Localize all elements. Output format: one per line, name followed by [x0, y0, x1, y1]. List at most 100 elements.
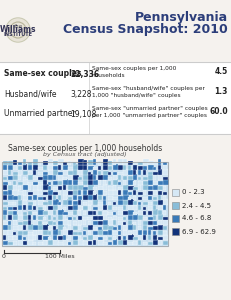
Bar	[83, 187, 88, 190]
Bar	[78, 232, 82, 235]
Bar	[171, 202, 178, 209]
Bar	[157, 220, 161, 225]
Bar	[108, 177, 112, 180]
Bar	[53, 169, 58, 175]
Bar	[23, 212, 27, 215]
Bar	[128, 186, 134, 190]
Bar	[38, 209, 44, 215]
Bar	[43, 206, 46, 210]
Bar	[128, 220, 131, 225]
Bar	[162, 211, 165, 215]
Bar	[53, 222, 56, 225]
Bar	[68, 167, 74, 170]
Bar	[2, 162, 167, 246]
Bar	[162, 217, 167, 220]
Bar	[23, 177, 26, 180]
Bar	[137, 215, 142, 220]
Text: 22,336: 22,336	[70, 70, 99, 79]
Bar	[97, 175, 103, 180]
Bar	[78, 216, 82, 220]
Bar	[132, 222, 135, 225]
Bar	[68, 179, 72, 185]
Bar	[18, 169, 22, 175]
Bar	[33, 176, 38, 180]
Bar	[58, 224, 64, 230]
Bar	[68, 225, 71, 230]
Bar	[33, 235, 36, 240]
Bar	[108, 237, 112, 240]
Bar	[132, 190, 135, 195]
Bar	[118, 217, 123, 220]
Bar	[33, 194, 37, 200]
Bar	[53, 217, 56, 220]
Bar	[112, 164, 119, 170]
Bar	[78, 219, 82, 225]
Bar	[108, 242, 112, 245]
Bar	[53, 210, 56, 215]
Text: Same-sex "unmarried partner" couples
per 1,000 "unmarried partner" couples: Same-sex "unmarried partner" couples per…	[92, 106, 207, 118]
Bar	[128, 165, 131, 170]
Bar	[83, 227, 89, 230]
Bar	[152, 181, 158, 185]
Bar	[97, 240, 103, 245]
Bar	[118, 174, 121, 180]
Bar	[78, 206, 83, 210]
Bar	[108, 202, 110, 205]
Bar	[103, 196, 106, 200]
Bar	[78, 196, 82, 200]
Bar	[142, 177, 147, 180]
Bar	[3, 241, 8, 245]
Bar	[28, 224, 34, 230]
Bar	[33, 206, 36, 210]
Bar	[108, 212, 112, 215]
Bar	[63, 229, 68, 235]
Bar	[43, 230, 49, 235]
Bar	[18, 235, 22, 240]
Circle shape	[6, 18, 30, 42]
Bar	[162, 169, 167, 175]
Bar	[13, 164, 17, 170]
Bar	[73, 210, 77, 215]
Bar	[93, 221, 99, 225]
Bar	[97, 161, 100, 165]
Bar	[43, 184, 49, 190]
Bar	[8, 182, 11, 185]
Bar	[97, 227, 102, 230]
Bar	[97, 237, 103, 240]
Bar	[53, 181, 58, 185]
Bar	[18, 205, 22, 210]
Bar	[93, 194, 97, 200]
Bar	[128, 179, 134, 185]
Bar	[18, 231, 23, 235]
Bar	[48, 182, 51, 185]
Bar	[63, 170, 68, 175]
Bar	[142, 230, 146, 235]
Bar	[97, 189, 103, 195]
Bar	[3, 229, 8, 235]
Bar	[13, 196, 18, 200]
Bar	[147, 211, 151, 215]
Bar	[38, 200, 44, 205]
Bar	[93, 174, 96, 180]
Bar	[13, 241, 17, 245]
Bar	[147, 234, 150, 240]
Bar	[108, 161, 112, 165]
Bar	[147, 164, 153, 170]
Bar	[132, 169, 135, 175]
Bar	[18, 200, 22, 205]
Bar	[103, 184, 106, 190]
Bar	[68, 230, 73, 235]
Bar	[73, 201, 78, 205]
Bar	[128, 161, 132, 165]
Bar	[8, 165, 13, 170]
Bar	[152, 201, 157, 205]
Bar	[122, 185, 128, 190]
Bar	[73, 205, 78, 210]
Bar	[58, 164, 61, 170]
Bar	[48, 226, 52, 230]
Bar	[103, 165, 108, 170]
Bar	[63, 239, 68, 245]
Bar	[152, 231, 155, 235]
Bar	[93, 187, 97, 190]
Text: 0 - 2.3: 0 - 2.3	[181, 190, 204, 196]
